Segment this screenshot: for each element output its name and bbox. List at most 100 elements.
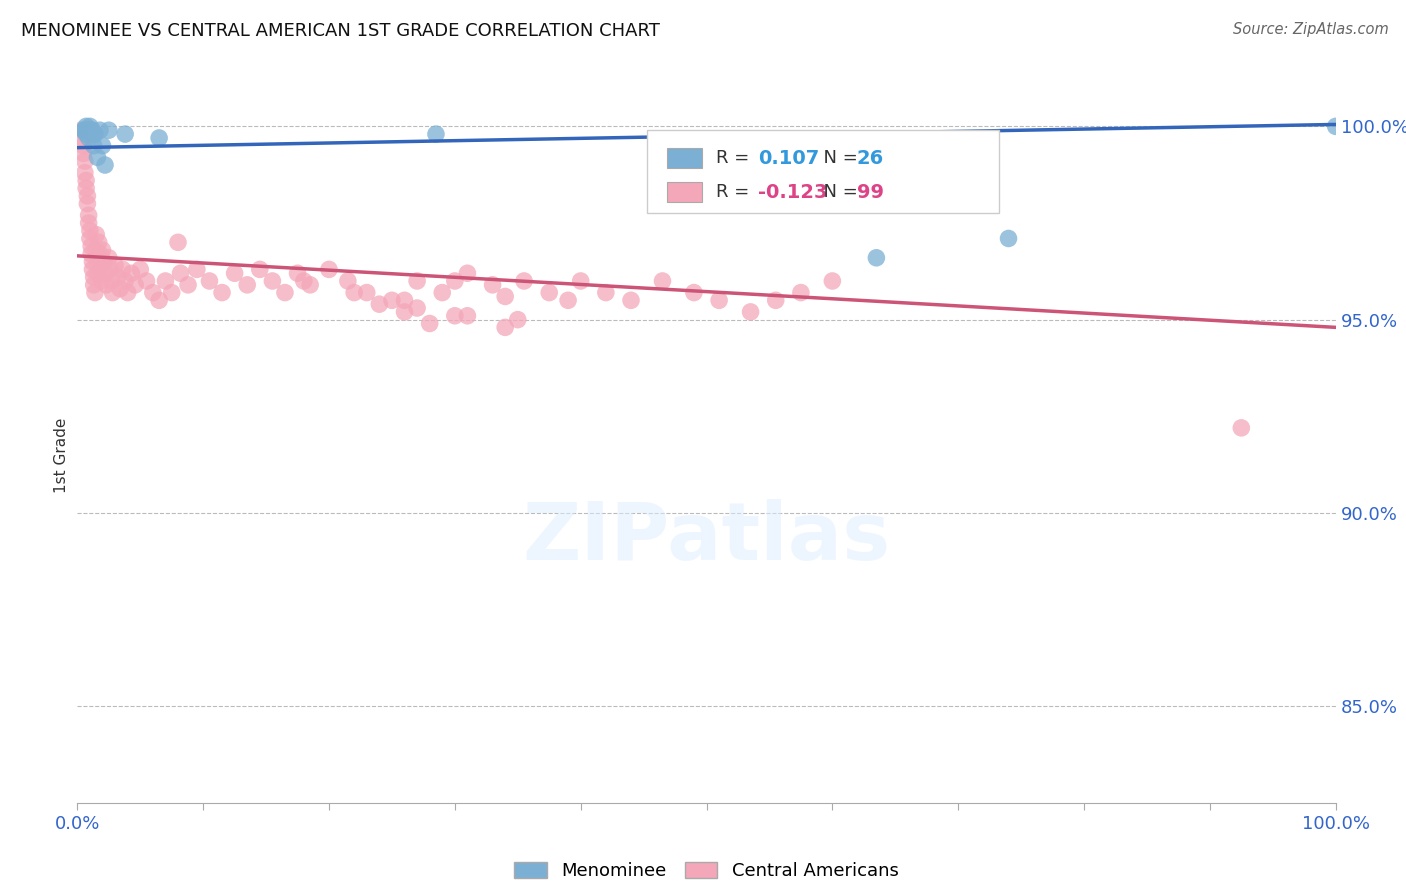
- Point: [70, 123, 93, 137]
- Point: [107, 270, 129, 285]
- Point: [108, 282, 131, 296]
- Point: [167, 235, 190, 250]
- Point: [707, 293, 730, 308]
- Point: [148, 131, 170, 145]
- Point: [177, 277, 200, 292]
- Point: [77, 208, 100, 222]
- Text: Source: ZipAtlas.com: Source: ZipAtlas.com: [1233, 22, 1389, 37]
- Point: [186, 262, 208, 277]
- Point: [83, 138, 105, 153]
- Point: [406, 301, 429, 315]
- Text: ZIPatlas: ZIPatlas: [523, 500, 890, 577]
- Point: [94, 158, 117, 172]
- Point: [456, 309, 478, 323]
- Point: [77, 131, 100, 145]
- Point: [432, 285, 454, 300]
- Point: [83, 127, 105, 141]
- Point: [336, 274, 359, 288]
- Text: N =: N =: [811, 149, 863, 167]
- Point: [299, 277, 322, 292]
- Point: [76, 123, 98, 137]
- Point: [72, 123, 94, 137]
- Point: [160, 285, 183, 300]
- Point: [155, 274, 177, 288]
- Point: [274, 285, 297, 300]
- Point: [83, 277, 105, 292]
- Point: [129, 262, 152, 277]
- Point: [97, 123, 120, 137]
- Point: [80, 247, 103, 261]
- Point: [683, 285, 706, 300]
- Point: [287, 266, 309, 280]
- Point: [84, 227, 107, 242]
- Point: [93, 254, 115, 268]
- Point: [394, 293, 416, 308]
- Text: R =: R =: [716, 183, 755, 201]
- Point: [91, 138, 114, 153]
- Point: [114, 127, 136, 141]
- Point: [104, 259, 127, 273]
- Point: [117, 285, 139, 300]
- Text: 26: 26: [856, 149, 884, 168]
- Point: [169, 266, 191, 280]
- Point: [381, 293, 404, 308]
- Point: [84, 285, 107, 300]
- Point: [224, 266, 246, 280]
- Point: [425, 127, 447, 141]
- Point: [77, 123, 100, 137]
- Point: [538, 285, 561, 300]
- Point: [419, 317, 441, 331]
- Point: [262, 274, 284, 288]
- Point: [75, 181, 97, 195]
- Point: [821, 274, 844, 288]
- Point: [72, 138, 94, 153]
- Point: [765, 293, 787, 308]
- Point: [124, 277, 146, 292]
- Point: [211, 285, 233, 300]
- Point: [120, 266, 142, 280]
- Point: [73, 154, 96, 169]
- Y-axis label: 1st Grade: 1st Grade: [53, 417, 69, 492]
- Point: [82, 262, 104, 277]
- Legend: Menominee, Central Americans: Menominee, Central Americans: [508, 855, 905, 888]
- Point: [651, 274, 673, 288]
- Point: [595, 285, 617, 300]
- Point: [73, 166, 96, 180]
- Point: [86, 266, 108, 280]
- Point: [569, 274, 592, 288]
- Text: N =: N =: [811, 183, 863, 201]
- Point: [97, 251, 120, 265]
- Point: [620, 293, 643, 308]
- Point: [481, 277, 503, 292]
- Point: [135, 274, 157, 288]
- Point: [75, 120, 97, 134]
- Text: 99: 99: [856, 183, 883, 202]
- Point: [865, 251, 887, 265]
- Point: [557, 293, 579, 308]
- Text: -0.123: -0.123: [758, 183, 828, 202]
- Point: [79, 120, 101, 134]
- Point: [76, 189, 98, 203]
- Point: [356, 285, 378, 300]
- Point: [77, 216, 100, 230]
- Point: [148, 293, 170, 308]
- Point: [94, 266, 117, 280]
- Point: [89, 123, 111, 137]
- Point: [444, 274, 467, 288]
- Point: [89, 262, 111, 277]
- Point: [75, 127, 97, 141]
- Point: [406, 274, 429, 288]
- Point: [72, 146, 94, 161]
- Point: [79, 224, 101, 238]
- Point: [72, 131, 94, 145]
- Point: [91, 243, 114, 257]
- Point: [249, 262, 271, 277]
- Point: [198, 274, 221, 288]
- Point: [997, 231, 1019, 245]
- Point: [82, 254, 104, 268]
- Point: [79, 231, 101, 245]
- Point: [783, 146, 806, 161]
- Point: [84, 243, 107, 257]
- Point: [506, 312, 529, 326]
- Point: [114, 274, 136, 288]
